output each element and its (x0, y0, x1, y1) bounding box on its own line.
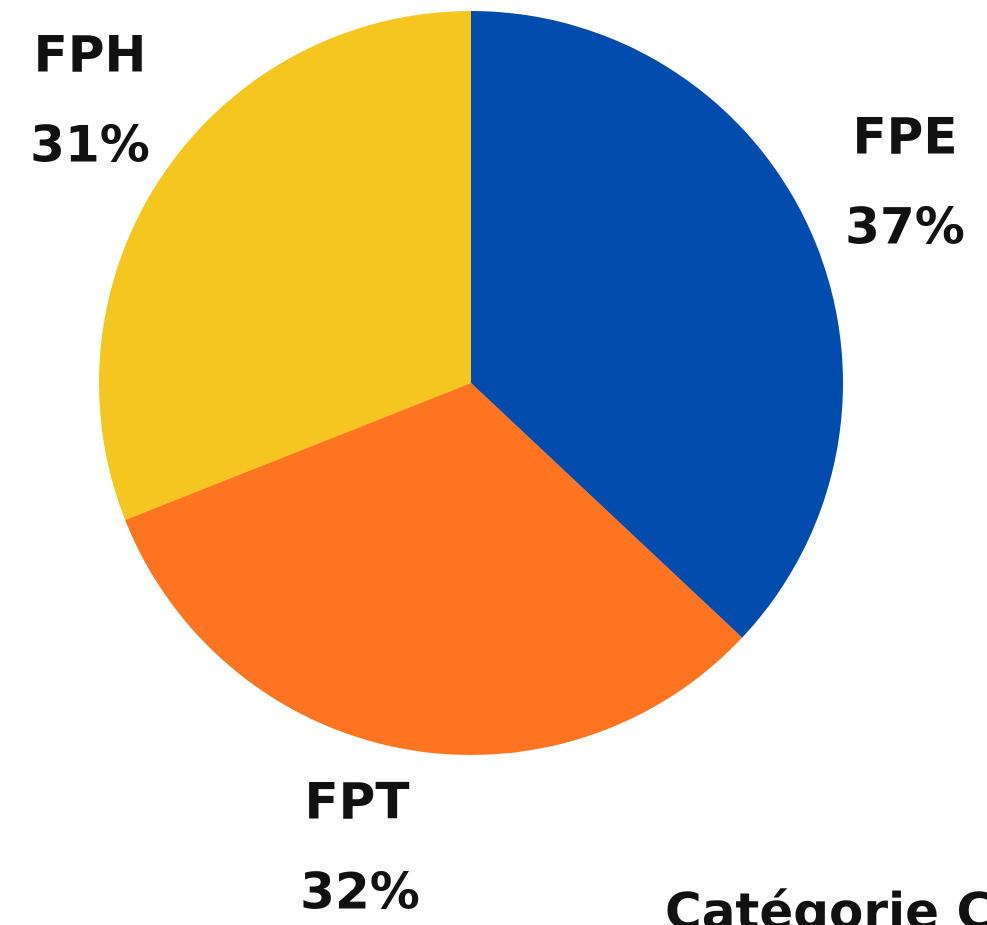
slice-label: FPH (34, 26, 147, 84)
annotation: Catégorie C (665, 883, 987, 925)
pie-slice (471, 11, 843, 638)
slice-value-label: 32% (300, 863, 420, 921)
slice-label: FPT (305, 773, 410, 831)
pie-slice (125, 383, 743, 755)
slice-value-label: 31% (30, 116, 150, 174)
slice-label: FPE (853, 108, 958, 166)
pie-slice (98, 11, 472, 520)
slice-value-label: 37% (845, 198, 965, 256)
